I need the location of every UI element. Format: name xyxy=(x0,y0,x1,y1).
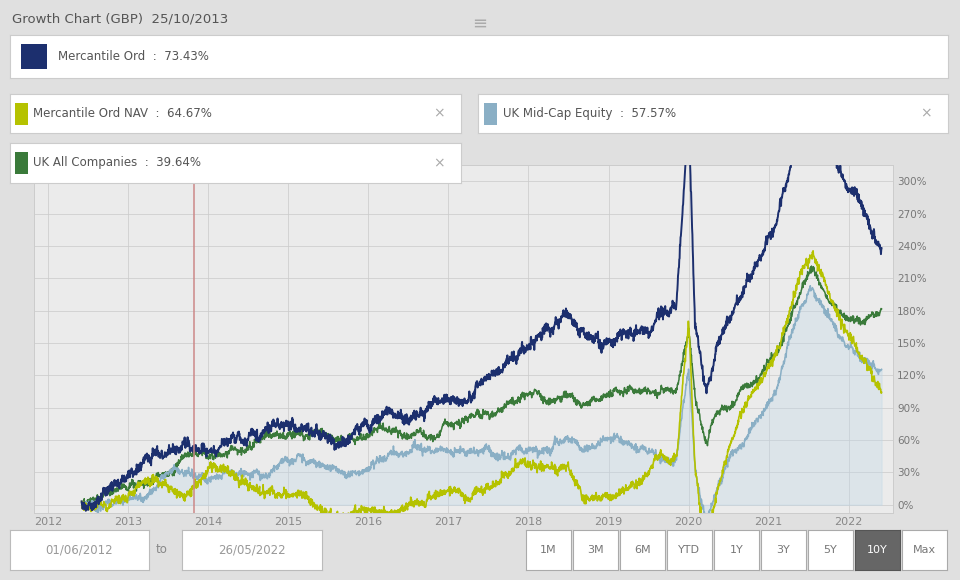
Text: ×: × xyxy=(921,107,932,121)
Text: 3M: 3M xyxy=(588,545,604,555)
Text: 3Y: 3Y xyxy=(777,545,790,555)
Text: 5Y: 5Y xyxy=(824,545,837,555)
Text: Max: Max xyxy=(913,545,936,555)
Text: 10Y: 10Y xyxy=(867,545,887,555)
Text: ≡: ≡ xyxy=(472,14,488,32)
Text: ×: × xyxy=(433,107,445,121)
Text: Mercantile Ord NAV  :  64.67%: Mercantile Ord NAV : 64.67% xyxy=(33,107,212,120)
Text: Growth Chart (GBP)  25/10/2013: Growth Chart (GBP) 25/10/2013 xyxy=(12,13,228,26)
Text: to: to xyxy=(156,543,167,556)
Text: ×: × xyxy=(433,156,445,170)
Text: UK Mid-Cap Equity  :  57.57%: UK Mid-Cap Equity : 57.57% xyxy=(502,107,676,120)
Text: 6M: 6M xyxy=(635,545,651,555)
Text: 1Y: 1Y xyxy=(730,545,743,555)
Bar xyxy=(484,103,497,125)
Text: Mercantile Ord  :  73.43%: Mercantile Ord : 73.43% xyxy=(59,50,209,63)
Text: 1M: 1M xyxy=(540,545,557,555)
Bar xyxy=(15,103,28,125)
Text: 01/06/2012: 01/06/2012 xyxy=(45,543,113,556)
Bar xyxy=(15,152,28,174)
Text: UK All Companies  :  39.64%: UK All Companies : 39.64% xyxy=(33,157,201,169)
Bar xyxy=(21,45,47,69)
Text: YTD: YTD xyxy=(679,545,701,555)
Text: 26/05/2022: 26/05/2022 xyxy=(218,543,286,556)
